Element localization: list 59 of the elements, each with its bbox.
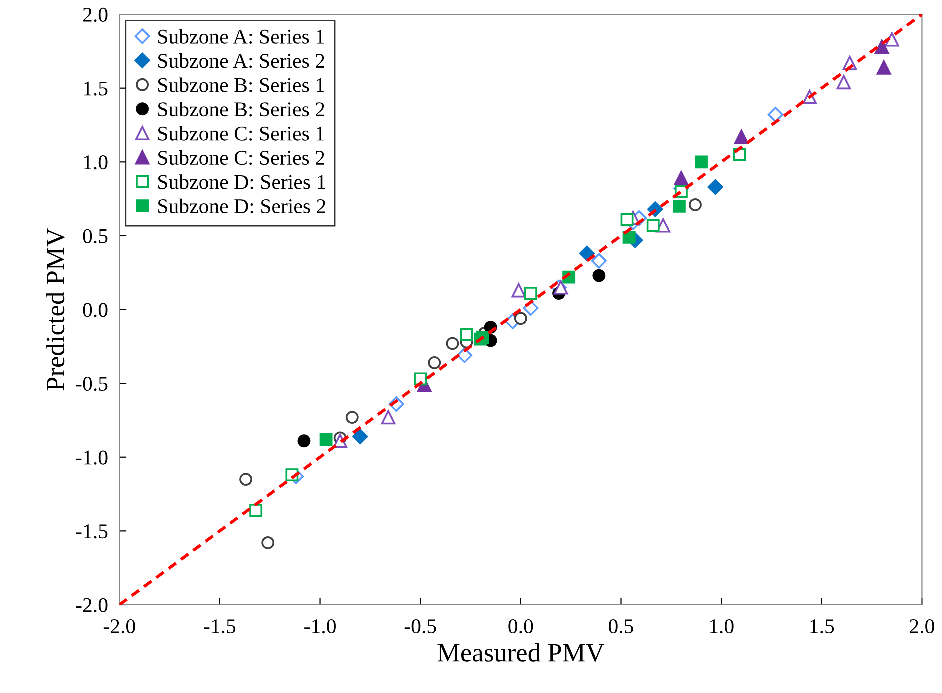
point (320, 433, 333, 446)
y-tick-label: -0.5 (76, 376, 108, 392)
legend-label: Subzone B: Series 2 (158, 102, 324, 117)
y-tick-label: -2.0 (76, 598, 108, 613)
x-tick-label: -0.5 (404, 619, 436, 634)
legend-label: Subzone B: Series 1 (158, 78, 324, 92)
legend-label: Subzone D: Series 2 (158, 198, 326, 214)
point (591, 253, 607, 269)
x-axis-title: Measured PMV (438, 643, 605, 662)
legend-label: Subzone C: Series 2 (158, 150, 324, 166)
point (346, 411, 359, 424)
point (446, 337, 460, 350)
y-tick-label: 0.0 (83, 303, 108, 318)
point (579, 246, 595, 262)
y-tick-label: -1.5 (76, 524, 108, 539)
x-tick-label: -2.0 (104, 619, 136, 634)
legend-label: Subzone D: Series 1 (158, 174, 326, 190)
x-tick-label: -1.0 (304, 619, 336, 634)
legend-label: Subzone C: Series 1 (158, 126, 324, 141)
x-tick-label: 0.0 (508, 619, 534, 634)
point (381, 410, 396, 425)
point (428, 356, 442, 370)
point (514, 312, 528, 326)
y-tick-label: 0.5 (83, 229, 108, 244)
x-tick-label: 0.5 (609, 619, 634, 634)
point (298, 434, 311, 448)
point (524, 287, 538, 300)
point (768, 107, 784, 123)
point (876, 60, 892, 75)
legend-label: Subzone A: Series 2 (158, 53, 324, 68)
legend-label: Subzone A: Series 1 (158, 29, 324, 44)
point (674, 171, 689, 186)
point (250, 504, 263, 517)
x-tick-label: -1.5 (204, 620, 236, 634)
point (672, 200, 686, 213)
point (646, 219, 660, 232)
point (689, 198, 702, 212)
point (874, 40, 890, 54)
x-tick-label: 1.0 (710, 619, 734, 634)
point (836, 75, 852, 90)
point (352, 428, 368, 444)
point (695, 156, 708, 169)
y-tick-label: 1.5 (84, 82, 108, 96)
point (620, 213, 634, 226)
point (460, 328, 474, 342)
point (512, 283, 526, 298)
y-tick-label: 1.0 (84, 156, 108, 170)
point (708, 179, 724, 196)
point (592, 269, 606, 282)
x-tick-label: 2.0 (910, 619, 934, 634)
point (262, 536, 275, 550)
y-tick-label: -1.0 (76, 450, 108, 465)
y-axis-title: Predicted PMV (46, 228, 65, 391)
point (240, 473, 252, 486)
point (734, 130, 749, 144)
y-tick-label: 2.0 (83, 8, 108, 22)
point (884, 32, 900, 47)
x-tick-label: 1.5 (810, 620, 834, 634)
point (622, 230, 636, 244)
